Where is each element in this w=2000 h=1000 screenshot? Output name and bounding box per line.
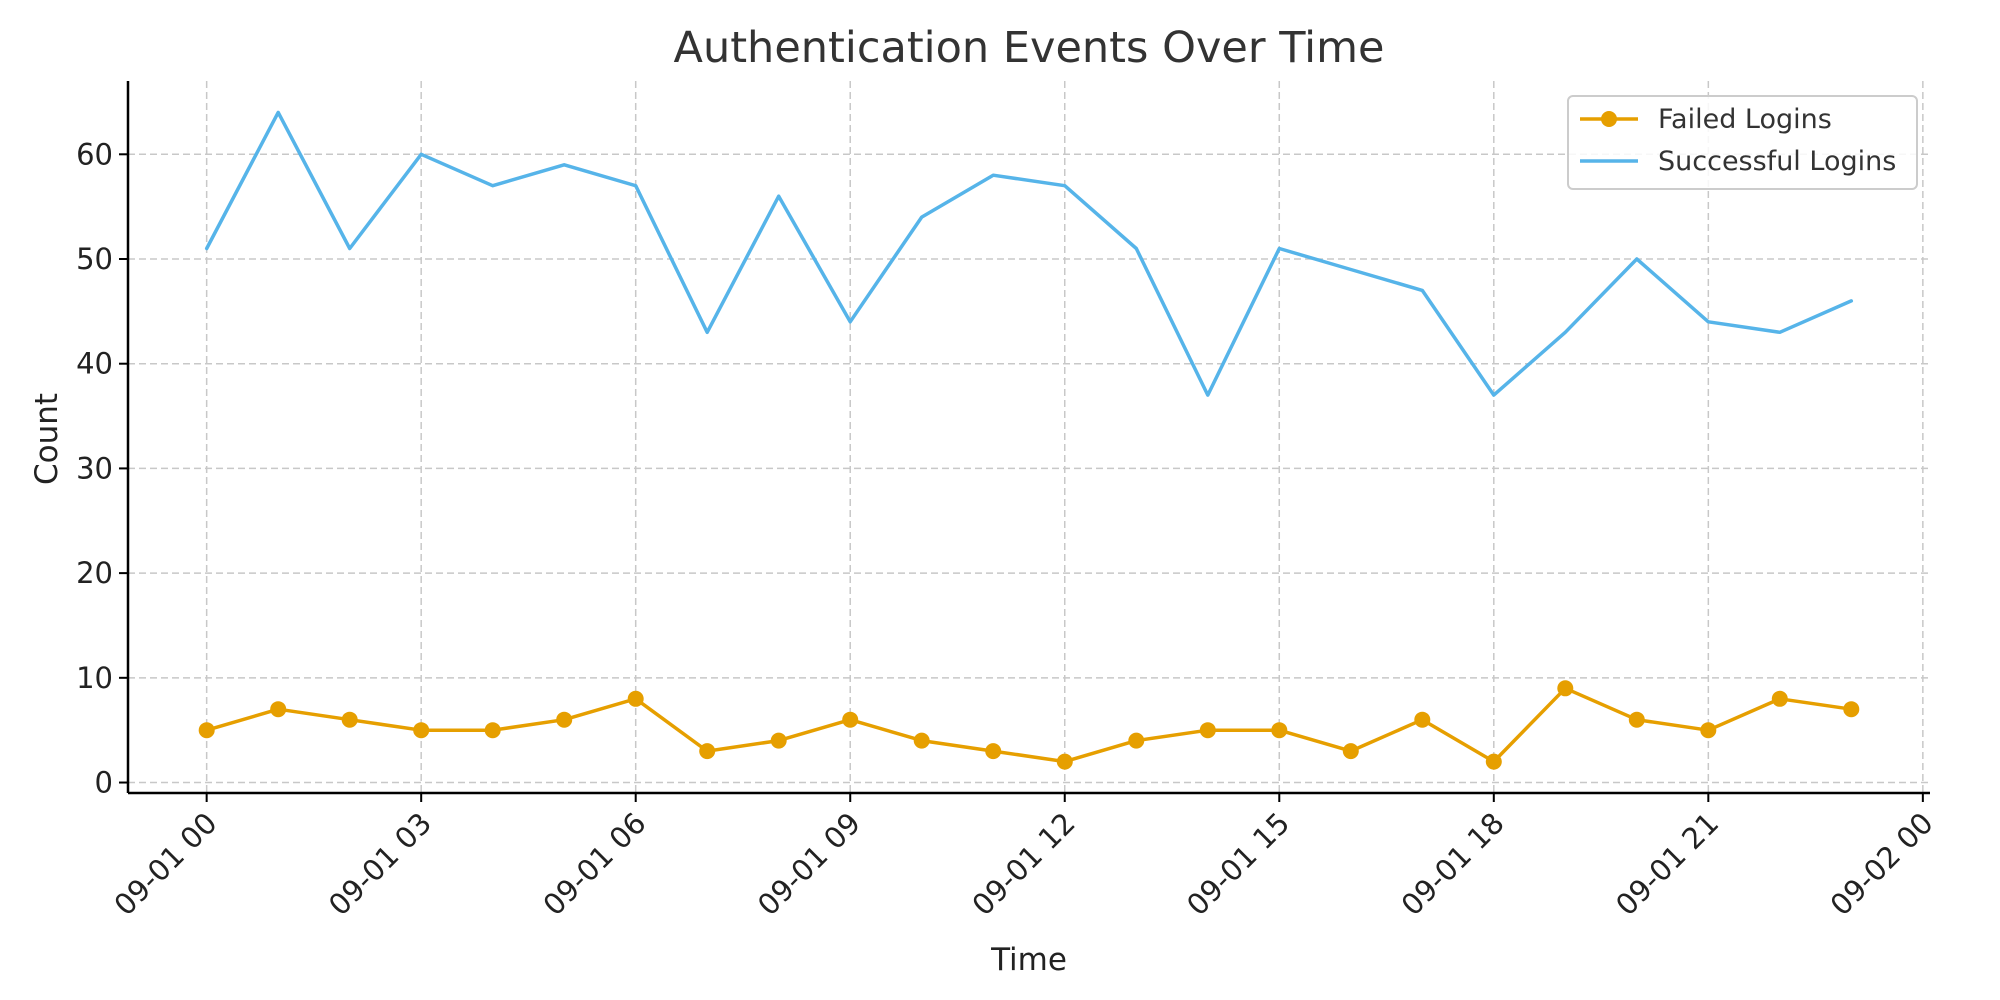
data-point-failed-logins [699,743,716,760]
y-tick-label: 20 [76,556,113,590]
data-point-failed-logins [484,722,501,739]
data-point-failed-logins [1843,701,1860,718]
data-point-failed-logins [270,701,287,718]
data-point-failed-logins [1700,722,1717,739]
data-point-failed-logins [1199,722,1216,739]
data-point-failed-logins [842,711,859,728]
y-tick-label: 50 [76,242,113,276]
series [198,110,1860,770]
y-tick-label: 60 [76,137,113,171]
axis-ticks: 0 10 20 30 40 50 60 09-01 00 09-01 03 09-01 06 09-… [76,137,1940,922]
axes [126,81,1930,795]
data-point-failed-logins [1628,711,1645,728]
data-point-failed-logins [413,722,430,739]
data-point-failed-logins [913,732,930,749]
data-point-failed-logins [198,722,215,739]
legend-marker-failed-logins [1601,111,1617,127]
data-point-failed-logins [1342,743,1359,760]
legend-box [1567,95,1918,190]
y-axis-title: Count [29,393,65,485]
series-line-failed-logins [204,686,1854,764]
data-point-failed-logins [1771,690,1788,707]
y-tick-label: 10 [76,661,113,695]
legend-label-successful-logins: Successful Logins [1658,146,1896,177]
y-tick-label: 0 [95,766,113,800]
data-point-failed-logins [627,690,644,707]
data-point-failed-logins [1557,680,1574,697]
data-point-failed-logins [1271,722,1288,739]
y-tick-label: 40 [76,347,113,381]
x-tick-label: 09-01 18 [1395,806,1511,922]
data-point-failed-logins [1056,753,1073,770]
x-tick-label: 09-01 03 [322,806,438,922]
data-point-failed-logins [1128,732,1145,749]
x-tick-label: 09-01 09 [751,806,867,922]
x-tick-label: 09-01 15 [1180,806,1296,922]
chart-title: Authentication Events Over Time [674,23,1385,73]
data-point-failed-logins [985,743,1002,760]
data-point-failed-logins [341,711,358,728]
legend-label-failed-logins: Failed Logins [1658,104,1832,135]
series-line-successful-logins [204,110,1854,397]
x-tick-label: 09-01 12 [965,806,1081,922]
x-tick-label: 09-01 21 [1609,806,1725,922]
data-point-failed-logins [1414,711,1431,728]
y-tick-label: 30 [76,451,113,485]
x-tick-label: 09-02 00 [1824,806,1940,922]
data-point-failed-logins [556,711,573,728]
data-point-failed-logins [770,732,787,749]
x-tick-label: 09-01 00 [107,806,223,922]
data-point-failed-logins [1485,753,1502,770]
legend: Failed Logins Successful Logins [1567,95,1918,190]
x-tick-label: 09-01 06 [536,806,652,922]
x-axis-title: Time [990,942,1067,978]
